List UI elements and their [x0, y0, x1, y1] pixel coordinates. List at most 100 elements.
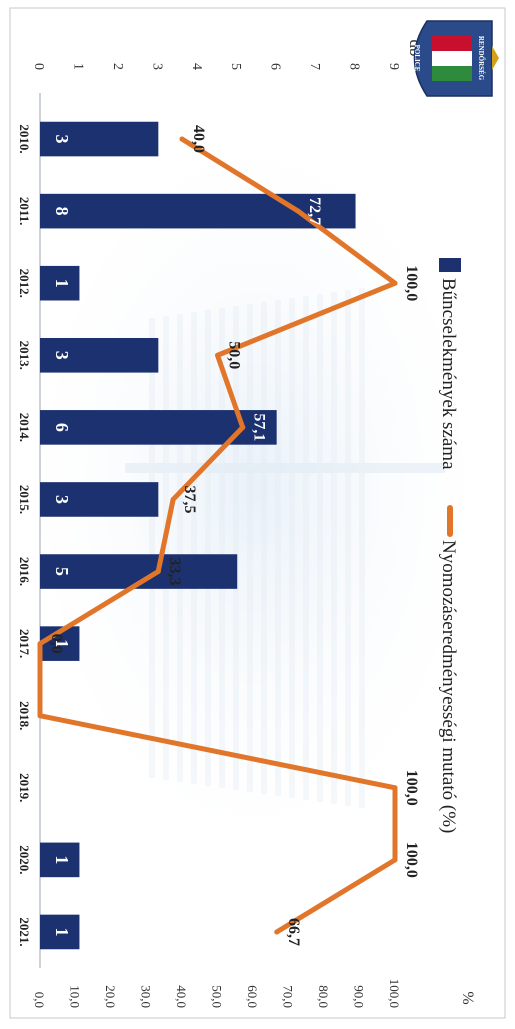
watermark-stripe	[247, 304, 253, 792]
legend-label-line: Nyomozáseredményességi mutató (%)	[438, 540, 459, 833]
watermark-stripe	[275, 300, 281, 796]
y-left-tick-label: 9	[386, 63, 401, 70]
y-right-tick-label: 50,0	[210, 985, 225, 1008]
y-right-tick-label: 10,0	[68, 985, 83, 1008]
watermark-stripe	[233, 306, 239, 790]
y-left-tick-label: 1	[70, 63, 85, 70]
line-point	[155, 569, 161, 575]
line-value-label: 33,3	[166, 558, 183, 586]
y-right-tick-label: 100,0	[387, 979, 402, 1008]
line-point	[392, 857, 398, 863]
line-point	[295, 208, 301, 214]
y-right-tick-label: 90,0	[352, 985, 367, 1008]
watermark-stripe	[345, 290, 351, 806]
bar-value-label: 6	[52, 423, 72, 432]
line-point	[392, 785, 398, 791]
bar-value-label: 3	[52, 135, 72, 144]
y-right-tick-label: 70,0	[281, 985, 296, 1008]
background-watermark	[125, 288, 445, 808]
line-value-label: 100,0	[403, 265, 420, 301]
bar-2013	[40, 337, 159, 373]
legend-swatch-bar	[439, 258, 461, 272]
y-right-tick-label: 60,0	[245, 985, 260, 1008]
line-point	[170, 496, 176, 502]
y-left-tick-label: 4	[189, 63, 204, 70]
bar-value-label: 3	[52, 351, 72, 360]
chart-frame-border	[9, 7, 506, 1019]
bar-value-label: 5	[52, 567, 72, 576]
x-tick-label: 2011.	[17, 197, 32, 226]
bar-2010	[40, 121, 159, 157]
x-tick-label: 2015.	[17, 485, 32, 514]
line-value-label: 40,0	[190, 125, 207, 153]
watermark-stripe	[359, 288, 365, 808]
bar-value-label: 1	[52, 639, 72, 648]
line-point	[274, 929, 280, 935]
y-left-tick-label: 6	[268, 63, 283, 70]
line-value-label: 72,7	[306, 197, 323, 225]
watermark-stripe	[149, 318, 155, 778]
x-tick-label: 2016.	[17, 557, 32, 586]
line-point	[37, 641, 43, 647]
line-value-label: 100,0	[403, 842, 420, 878]
bar-value-label: 8	[52, 207, 72, 216]
x-tick-label: 2020.	[17, 845, 32, 874]
y-left-tick-label: 7	[307, 63, 322, 70]
crest-text-top: RENDŐRSÉG	[477, 36, 485, 81]
y-left-tick-label: 0	[31, 63, 46, 70]
y-left-tick-label: 8	[347, 63, 362, 70]
crest-crown	[492, 46, 499, 70]
y-right-tick-label: 0,0	[32, 992, 47, 1008]
line-value-label: 50,0	[226, 341, 243, 369]
bar-2011	[40, 193, 356, 229]
line-value-label: 37,5	[181, 485, 198, 513]
watermark-stripe	[289, 298, 295, 798]
line-point	[240, 424, 246, 430]
crest-text-bottom: POLICE	[413, 45, 421, 72]
bar-2014	[40, 410, 277, 445]
watermark-stripe	[177, 314, 183, 782]
crest-stripe-red	[432, 36, 472, 51]
x-tick-label: 2021.	[17, 917, 32, 946]
y-left-tick-label: 5	[228, 63, 243, 70]
y-right-tick-label: 30,0	[139, 985, 154, 1008]
y-left-tick-label: 3	[149, 63, 164, 70]
y-left-tick-label: 2	[110, 63, 125, 70]
bar-value-label: 1	[52, 279, 72, 288]
y-right-tick-label: 40,0	[174, 985, 189, 1008]
watermark-tower	[125, 463, 445, 473]
line-point	[392, 280, 398, 286]
watermark-stripe	[261, 302, 267, 794]
bar-2016	[40, 554, 238, 589]
watermark-stripe	[191, 312, 197, 784]
crest-stripe-white	[432, 51, 472, 66]
line-value-label: 57,1	[251, 413, 268, 441]
police-crest-icon: RENDŐRSÉG POLICE	[413, 20, 499, 97]
x-tick-label: 2019.	[17, 773, 32, 802]
bar-2012	[40, 265, 80, 301]
bar-2020	[40, 842, 80, 878]
background-building-watermark	[45, 158, 465, 818]
y-right-tick-label: 20,0	[103, 985, 118, 1008]
bar-2015	[40, 482, 159, 517]
x-tick-label: 2017.	[17, 629, 32, 658]
y-right-unit-label: %	[459, 991, 476, 1004]
legend-label-bar: Bűncselekmények száma	[438, 278, 459, 470]
line-series-path	[37, 136, 398, 935]
x-tick-label: 2012.	[17, 269, 32, 298]
line-point	[37, 713, 43, 719]
bar-value-label: 3	[52, 495, 72, 504]
watermark-stripe	[205, 310, 211, 786]
watermark-stripe	[317, 294, 323, 802]
line-point	[215, 352, 220, 358]
line-value-label: 100,0	[403, 770, 420, 806]
bar-value-label: 1	[52, 855, 72, 864]
line-point	[179, 136, 185, 142]
line-value-label: 66,7	[285, 918, 302, 946]
watermark-stripe	[303, 296, 309, 800]
x-tick-label: 2010.	[17, 124, 32, 153]
y-right-tick-label: 80,0	[316, 985, 331, 1008]
line-value-label: 0,0	[48, 634, 65, 654]
bar-2021	[40, 914, 80, 950]
